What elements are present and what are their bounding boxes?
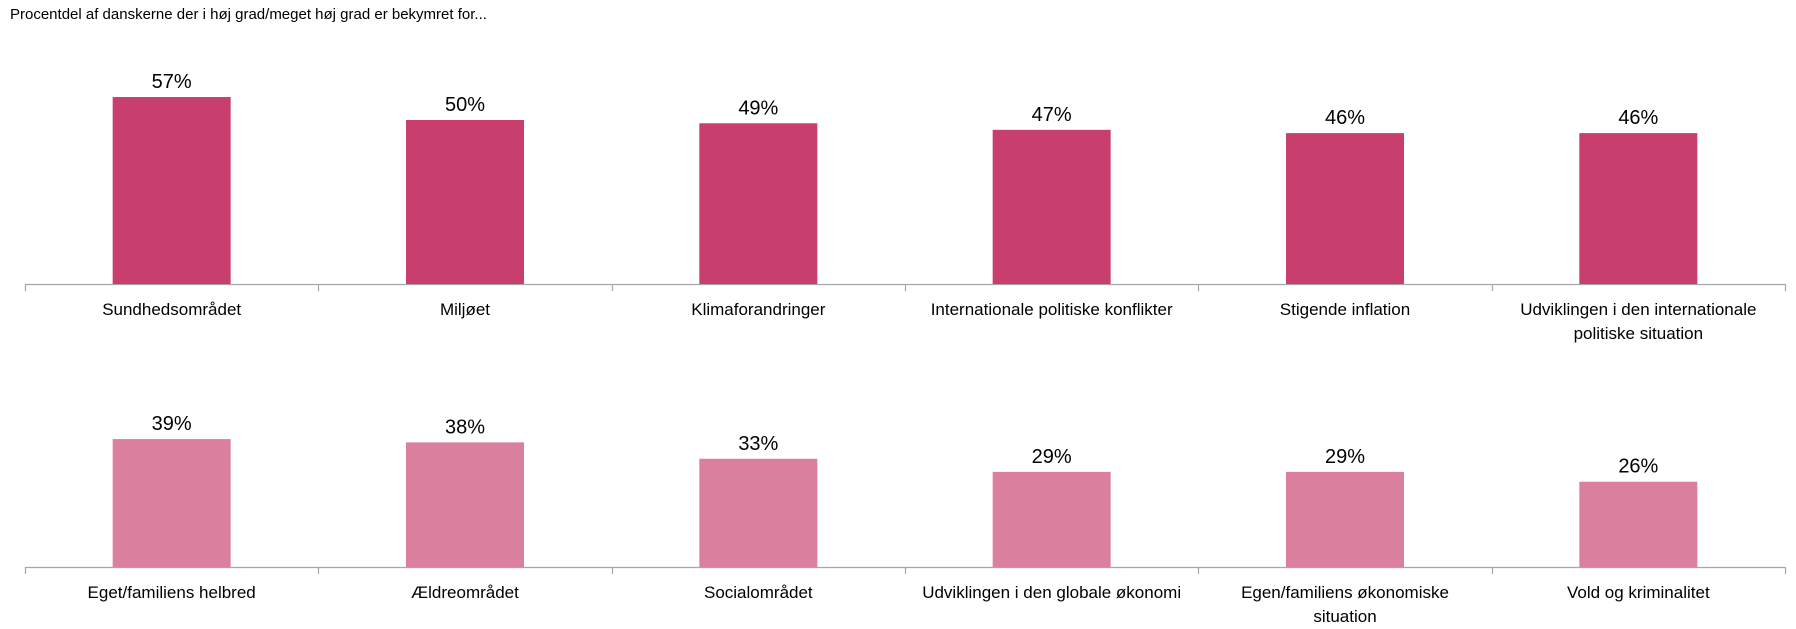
category-label: Udviklingen i den internationale politisk… (1520, 300, 1756, 343)
bar (406, 442, 524, 567)
bar (1579, 133, 1698, 284)
category-label: Egen/familiens økonomiske situation (1241, 583, 1449, 626)
category-label: Socialområdet (704, 583, 813, 602)
data-label: 26% (1618, 456, 1658, 478)
chart-title: Procentdel af danskerne der i høj grad/m… (10, 6, 487, 23)
bar (112, 97, 231, 284)
bar (406, 120, 524, 284)
data-label: 46% (1325, 107, 1365, 129)
category-label: Udviklingen i den globale økonomi (922, 583, 1181, 602)
data-label: 50% (445, 94, 485, 116)
category-label: Vold og kriminalitet (1567, 583, 1710, 602)
category-label: Eget/familiens helbred (88, 583, 256, 602)
bar (699, 123, 818, 284)
data-label: 57% (152, 71, 192, 93)
data-label: 47% (1032, 104, 1072, 126)
bar (992, 129, 1111, 284)
bar (699, 458, 818, 567)
bar (1286, 133, 1404, 284)
data-label: 33% (738, 433, 778, 455)
data-label: 29% (1325, 446, 1365, 468)
category-label: Ældreområdet (411, 583, 519, 602)
bar (112, 439, 231, 567)
category-label: Sundhedsområdet (102, 300, 241, 319)
data-label: 39% (152, 413, 192, 435)
bar (992, 471, 1111, 567)
category-label: Stigende inflation (1280, 300, 1410, 319)
category-label: Internationale politiske konflikter (931, 300, 1173, 319)
data-label: 29% (1032, 446, 1072, 468)
category-label: Klimaforandringer (691, 300, 826, 319)
data-label: 46% (1618, 107, 1658, 129)
data-label: 38% (445, 416, 485, 438)
data-label: 49% (738, 97, 778, 119)
bar (1286, 471, 1404, 567)
bar (1579, 481, 1698, 567)
category-label: Miljøet (440, 300, 490, 319)
